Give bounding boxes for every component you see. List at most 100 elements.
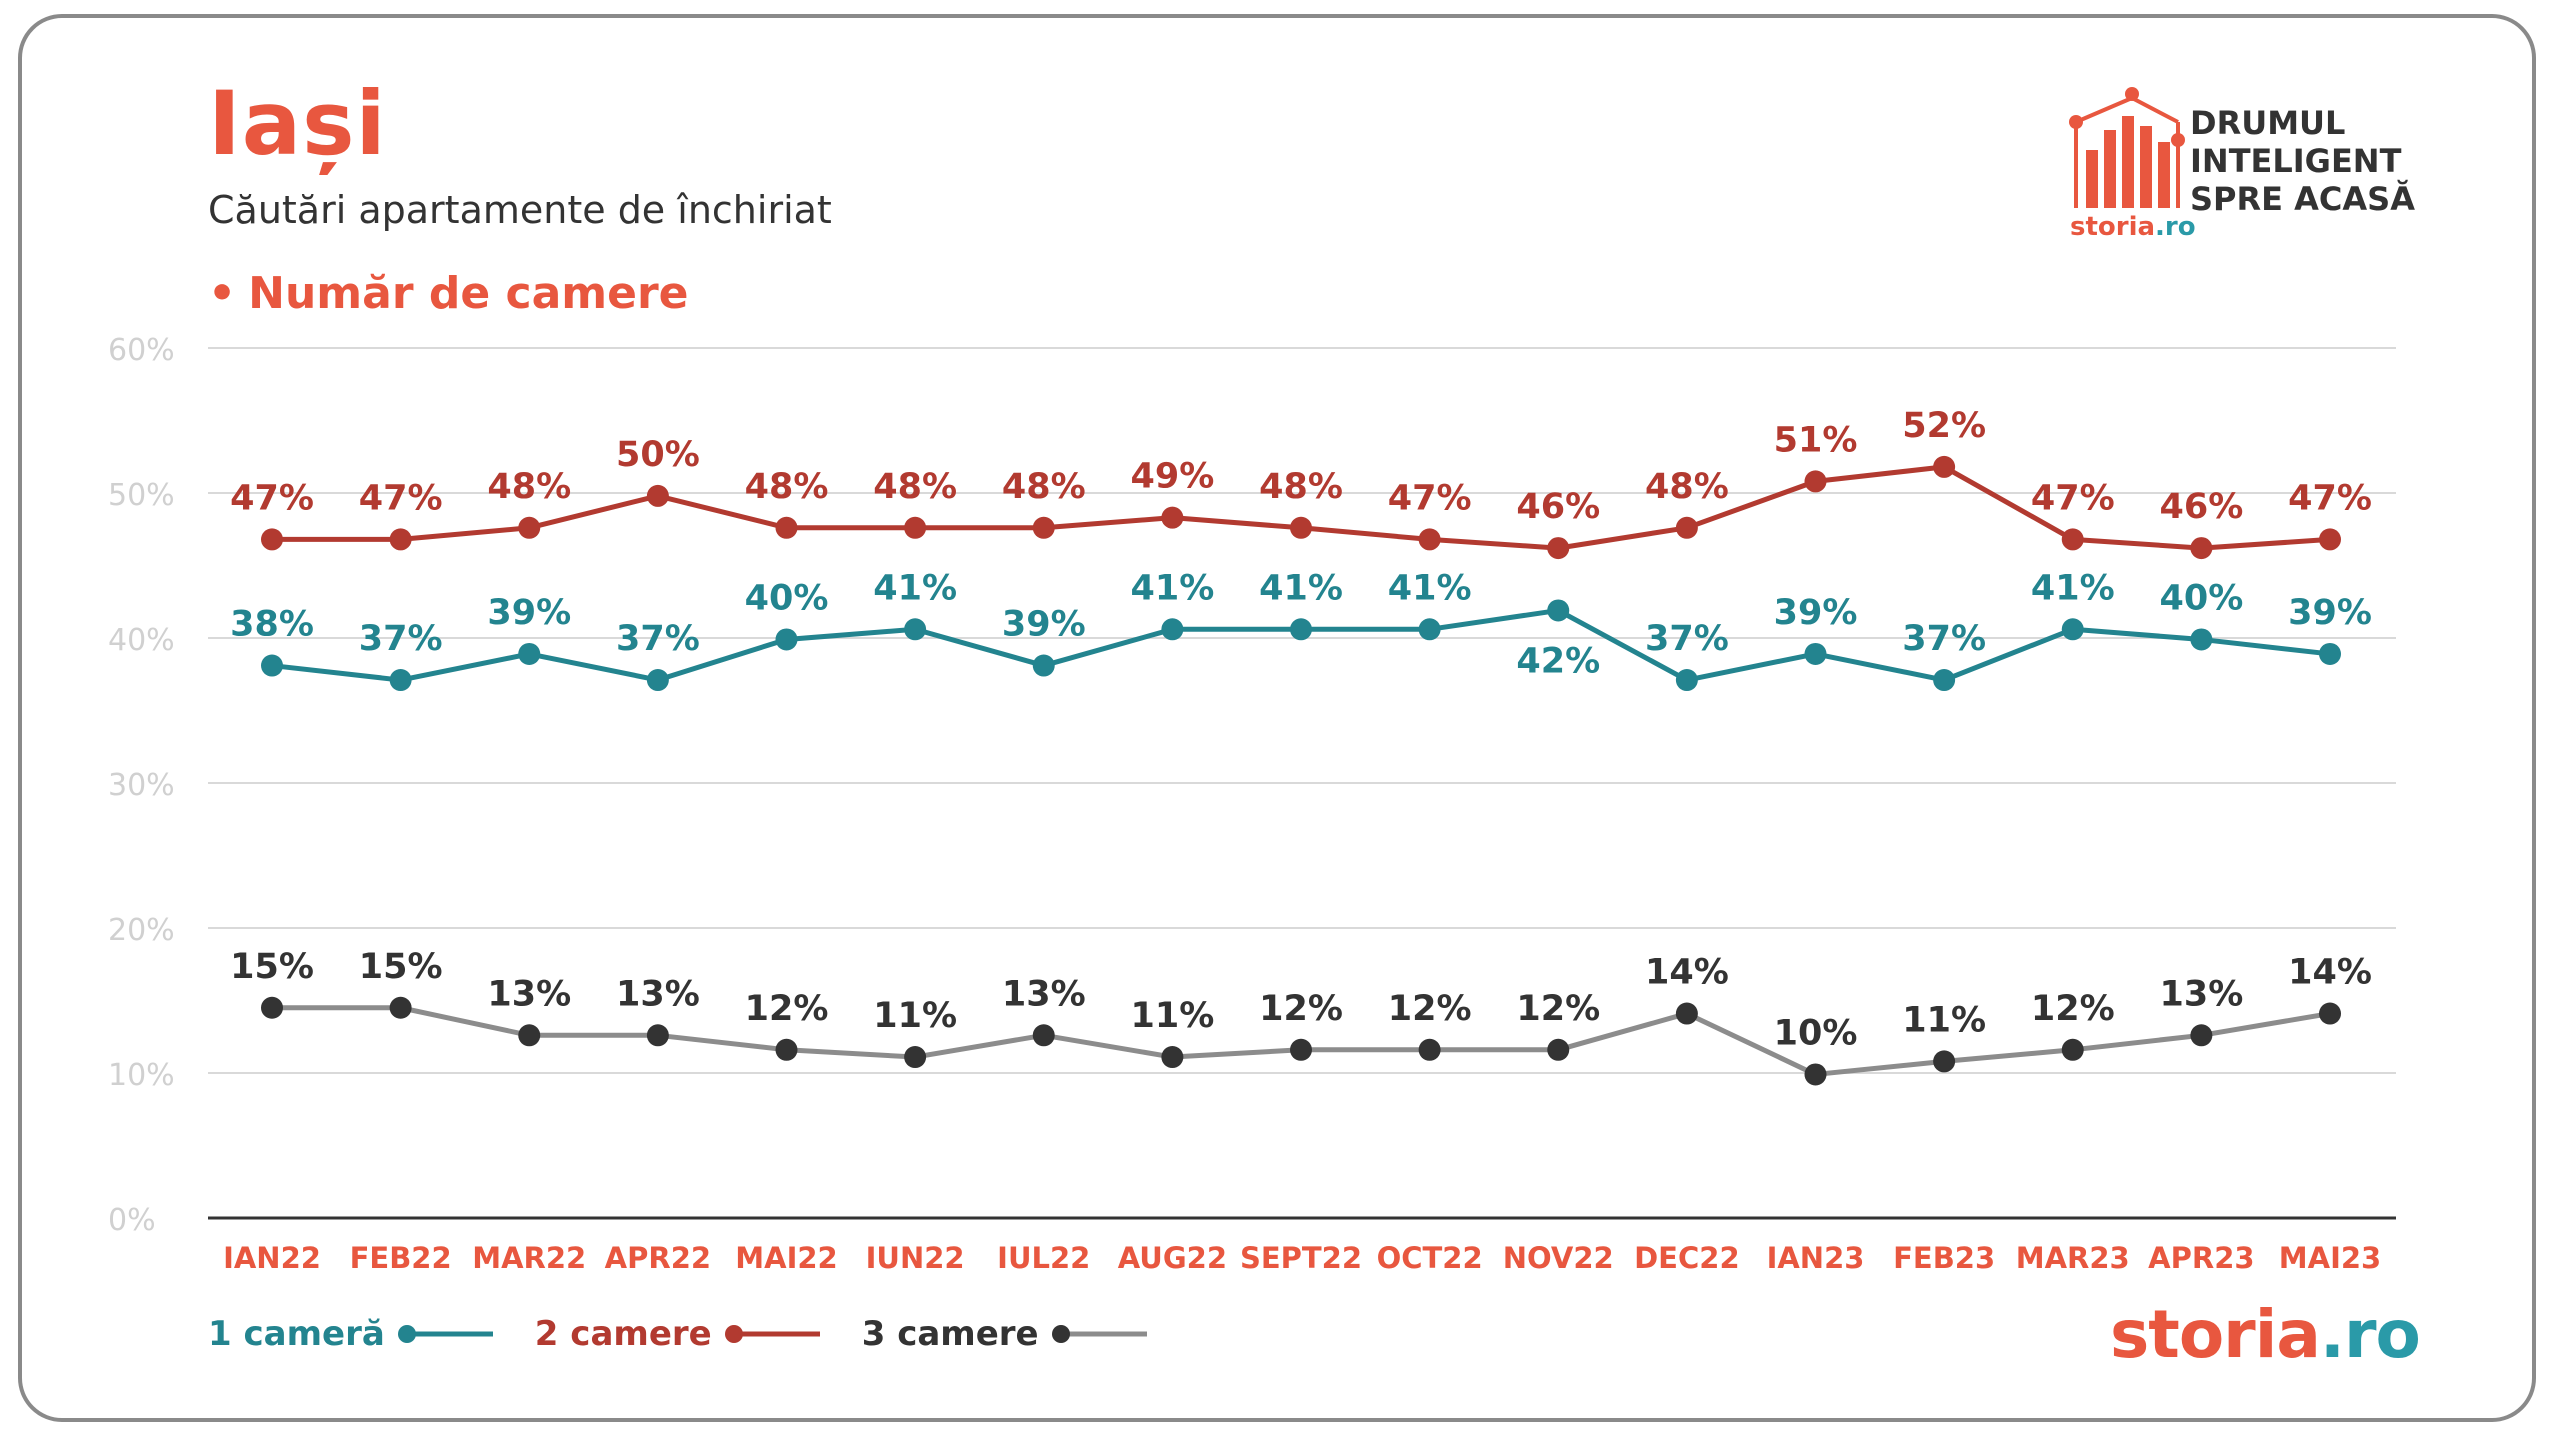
storia-brand-logo: storia.ro xyxy=(2110,1296,2421,1373)
y-tick-label: 10% xyxy=(108,1058,175,1093)
data-point xyxy=(775,628,798,651)
data-point xyxy=(2319,642,2341,665)
data-point xyxy=(518,642,541,665)
x-tick-label: DEC22 xyxy=(1634,1241,1740,1275)
storia-house-logo-icon xyxy=(2069,87,2185,208)
data-point xyxy=(1933,455,1956,478)
data-label: 12% xyxy=(1259,989,1343,1029)
legend-label-2-camere: 2 camere xyxy=(534,1314,712,1354)
data-label: 41% xyxy=(873,568,957,608)
data-point xyxy=(1290,618,1312,641)
chart-subtitle: Căutări apartamente de închiriat xyxy=(208,188,832,232)
legend-label-1-camera: 1 cameră xyxy=(208,1314,385,1354)
data-point xyxy=(261,528,283,551)
brand-name: storia xyxy=(2110,1296,2321,1373)
chart-title: Iași xyxy=(208,72,387,175)
legend-label-3-camere: 3 camere xyxy=(861,1314,1039,1354)
data-point xyxy=(261,996,283,1019)
data-label: 39% xyxy=(487,593,571,633)
data-point xyxy=(2061,618,2084,641)
data-point xyxy=(1933,669,1956,692)
logo-small-brand-tld: .ro xyxy=(2155,212,2196,242)
data-label: 48% xyxy=(745,467,829,507)
legend-marker-2-camere xyxy=(724,1325,820,1343)
data-label: 10% xyxy=(1774,1013,1858,1053)
data-label: 48% xyxy=(487,467,571,507)
x-tick-label: APR22 xyxy=(605,1241,711,1275)
x-tick-label: IAN22 xyxy=(223,1241,321,1275)
x-tick-label: SEPT22 xyxy=(1240,1241,1362,1275)
data-point xyxy=(1675,1002,1698,1025)
data-point xyxy=(2190,537,2213,560)
data-point xyxy=(1675,669,1698,692)
data-point xyxy=(904,516,927,539)
logo-tagline-line-2: INTELIGENT xyxy=(2190,142,2402,180)
data-point xyxy=(1804,470,1827,493)
data-point xyxy=(1547,1038,1570,1061)
logo-tagline: DRUMUL INTELIGENT SPRE ACASĂ xyxy=(2190,104,2415,218)
data-label: 13% xyxy=(1002,974,1086,1014)
data-point xyxy=(261,654,283,677)
data-label: 38% xyxy=(230,605,314,645)
data-label: 12% xyxy=(2031,989,2115,1029)
data-point xyxy=(775,1038,798,1061)
data-point xyxy=(1418,618,1441,641)
data-point xyxy=(646,484,669,507)
data-point xyxy=(646,1024,669,1047)
y-tick-label: 50% xyxy=(108,478,175,513)
legend-item-2-camere: 2 camere xyxy=(535,1314,824,1354)
data-point xyxy=(389,996,412,1019)
y-tick-label: 0% xyxy=(108,1203,156,1238)
data-point xyxy=(646,669,669,692)
legend-item-1-camera: 1 cameră xyxy=(208,1314,497,1354)
logo-tagline-line-3: SPRE ACASĂ xyxy=(2190,180,2415,218)
y-tick-label: 20% xyxy=(108,913,175,948)
data-point xyxy=(1032,516,1055,539)
data-label: 13% xyxy=(616,974,700,1014)
data-point xyxy=(1032,1024,1055,1047)
data-label: 48% xyxy=(1002,467,1086,507)
data-label: 46% xyxy=(1516,487,1600,527)
data-label: 11% xyxy=(873,996,957,1036)
section-heading-text: Număr de camere xyxy=(248,268,689,319)
data-point xyxy=(2190,628,2213,651)
x-tick-label: OCT22 xyxy=(1377,1241,1483,1275)
data-label: 15% xyxy=(230,947,314,987)
x-tick-label: MAI23 xyxy=(2279,1241,2381,1275)
x-tick-label: FEB23 xyxy=(1893,1241,1995,1275)
data-label: 48% xyxy=(1259,467,1343,507)
data-point xyxy=(1804,642,1827,665)
data-point xyxy=(1804,1063,1827,1086)
data-point xyxy=(1418,528,1441,551)
data-point xyxy=(389,528,412,551)
data-point xyxy=(1933,1050,1956,1073)
data-label: 49% xyxy=(1130,457,1214,497)
legend-marker-1-camera xyxy=(397,1325,493,1343)
x-tick-label: MAI22 xyxy=(735,1241,837,1275)
data-point xyxy=(1418,1038,1441,1061)
data-point xyxy=(2190,1024,2213,1047)
data-label: 14% xyxy=(1645,953,1729,993)
data-label: 37% xyxy=(1645,619,1729,659)
data-label: 46% xyxy=(2159,487,2243,527)
data-point xyxy=(389,669,412,692)
data-label: 11% xyxy=(1902,1000,1986,1040)
data-point xyxy=(1290,516,1312,539)
x-tick-label: APR23 xyxy=(2148,1241,2254,1275)
data-label: 42% xyxy=(1516,641,1600,681)
data-label: 39% xyxy=(1774,593,1858,633)
data-label: 40% xyxy=(2159,578,2243,618)
data-label: 41% xyxy=(1259,568,1343,608)
logo-small-brand: storia.ro xyxy=(2070,212,2196,242)
data-label: 12% xyxy=(1516,989,1600,1029)
data-point xyxy=(1032,654,1055,677)
x-tick-label: IUL22 xyxy=(997,1241,1090,1275)
logo-small-brand-name: storia xyxy=(2070,212,2156,242)
data-point xyxy=(2319,1002,2341,1025)
section-heading: • Număr de camere xyxy=(208,268,689,319)
data-label: 47% xyxy=(2288,478,2372,518)
x-tick-label: AUG22 xyxy=(1118,1241,1227,1275)
y-tick-label: 60% xyxy=(108,333,175,368)
data-label: 37% xyxy=(616,619,700,659)
data-label: 47% xyxy=(1388,478,1472,518)
